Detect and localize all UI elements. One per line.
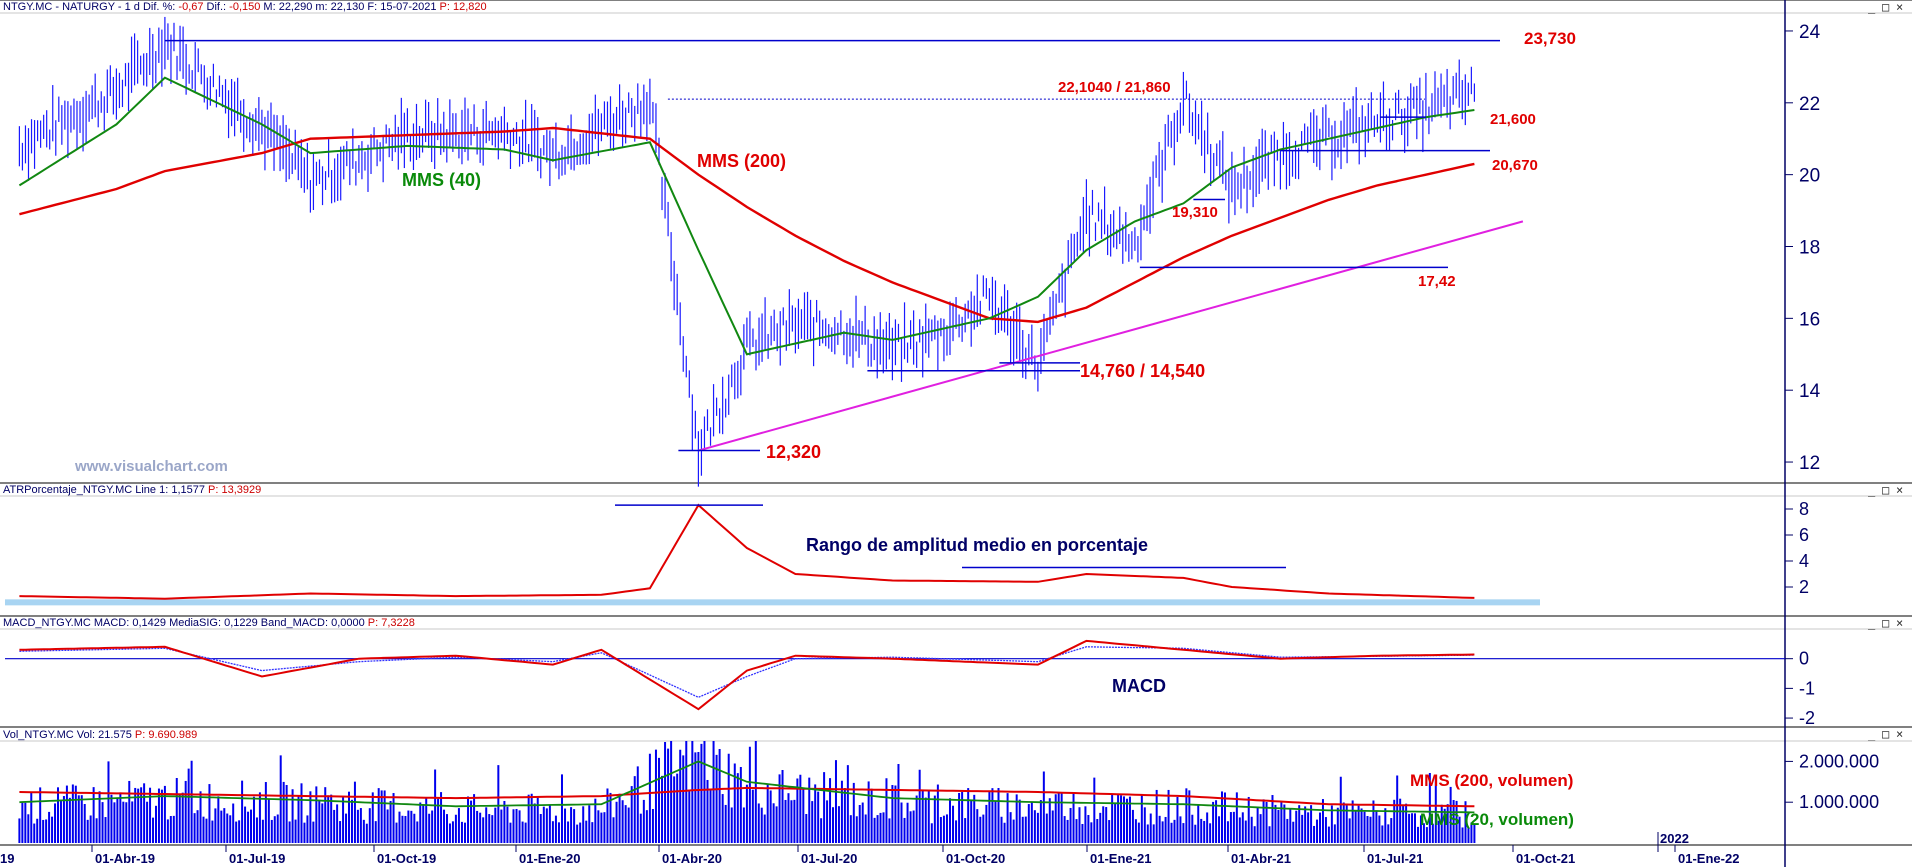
atr-y-tick-label: 6 [1799,525,1809,545]
header-field: P: 13,3929 [208,484,261,496]
macd-panel-header: MACD_NTGY.MC MACD: 0,1429 MediaSIG: 0,12… [3,617,415,629]
label-22104: 22,1040 / 21,860 [1058,79,1171,96]
label-19310: 19,310 [1172,204,1218,221]
price-y-tick-label: 22 [1799,94,1820,115]
header-field: 12,820 [450,1,487,13]
volume-bars [18,741,1476,843]
x-tick-label: 01-Oct-20 [946,851,1005,866]
price-y-tick-label: 20 [1799,166,1820,187]
close-button[interactable]: × [1896,483,1903,497]
header-field: -0,150 [226,1,263,13]
macd-title: MACD [1112,676,1166,696]
label-12320: 12,320 [766,442,821,462]
macd-y-tick-label: 0 [1799,649,1809,669]
x-tick-label: 01-Jul-20 [801,851,857,866]
x-tick-label: 01-Oct-21 [1516,851,1575,866]
price-y-tick-label: 24 [1799,22,1821,43]
volume-mms20-line [19,760,1475,814]
atr-y-tick-label: 4 [1799,551,1809,571]
close-button[interactable]: × [1896,727,1903,741]
macd-y-tick-label: -2 [1799,708,1815,728]
x-tick-label: 01-Oct-19 [377,851,436,866]
x-tick-label: 01-Jul-21 [1367,851,1423,866]
mms200-label: MMS (200) [697,151,786,171]
price-y-tick-label: 14 [1799,381,1821,402]
maximize-button[interactable]: □ [1882,616,1889,630]
macd-line [19,639,1475,711]
atr-panel-header: ATRPorcentaje_NTGY.MC Line 1: 1,1577 P: … [3,484,261,496]
macd-y-tick-label: -1 [1799,678,1815,698]
volume-y-tick-label: 1.000.000 [1799,792,1879,812]
minimize-button[interactable]: _ [1868,0,1876,14]
header-field: P: 7,3228 [368,617,415,629]
atr-y-tick-label: 8 [1799,499,1809,519]
volume-mms20-label: MMS (20, volumen) [1420,810,1574,829]
x-tick-label: 01-Abr-19 [95,851,155,866]
watermark: www.visualchart.com [74,458,228,475]
mms40-line [18,76,1475,356]
macd-signal-line [19,646,1475,699]
maximize-button[interactable]: □ [1882,483,1889,497]
minimize-button[interactable]: _ [1868,616,1876,630]
minimize-button[interactable]: _ [1868,483,1876,497]
header-field: P: 9.690.989 [135,729,197,741]
minimize-button[interactable]: _ [1868,727,1876,741]
volume-mms200-line [19,786,1475,808]
atr-y-tick-label: 2 [1799,577,1809,597]
header-field: M: 22,290 m: 22,130 F: 15-07-2021 [263,1,439,13]
mms200-line [19,126,1475,324]
x-tick-label: 01-Jul-19 [229,851,285,866]
volume-panel-header: Vol_NTGY.MC Vol: 21.575 P: 9.690.989 [3,729,197,741]
atr-line [19,503,1475,600]
price-panel-header: NTGY.MC - NATURGY - 1 d Dif. %: -0,67 Di… [3,1,487,13]
volume-y-tick-label: 2.000.000 [1799,751,1879,771]
label-20670: 20,670 [1492,157,1538,174]
x-tick-label: 01-Ene-22 [1678,851,1739,866]
x-tick-label: 01-Abr-20 [662,851,722,866]
header-field: MACD_NTGY.MC MACD: 0,1429 MediaSIG: 0,12… [3,617,368,629]
price-y-tick-label: 18 [1799,238,1820,259]
price-y-tick-label: 12 [1799,453,1820,474]
x-tick-label: 19 [0,851,14,866]
atr-title: Rango de amplitud medio en porcentaje [806,535,1148,555]
header-field: Vol_NTGY.MC Vol: 21.575 [3,729,135,741]
header-field: NTGY.MC - NATURGY - 1 d Dif. %: [3,1,175,13]
maximize-button[interactable]: □ [1882,727,1889,741]
atr-threshold-band [5,599,1540,606]
label-21600: 21,600 [1490,111,1536,128]
header-field: -0,67 [175,1,206,13]
header-field: Dif.: [207,1,227,13]
header-field: P: [440,1,450,13]
close-button[interactable]: × [1896,616,1903,630]
x-tick-label: 01-Ene-21 [1090,851,1151,866]
price-y-tick-label: 16 [1799,309,1820,330]
label-14760: 14,760 / 14,540 [1080,361,1205,381]
x-tick-label: 01-Abr-21 [1231,851,1291,866]
close-button[interactable]: × [1896,0,1903,14]
maximize-button[interactable]: □ [1882,0,1889,14]
mms40-label: MMS (40) [402,170,481,190]
label-23730: 23,730 [1524,29,1576,48]
support-trendline [698,220,1524,452]
x-year-label: 2022 [1660,831,1689,846]
volume-mms200-label: MMS (200, volumen) [1410,771,1573,790]
x-tick-label: 01-Ene-20 [519,851,580,866]
label-1742: 17,42 [1418,273,1456,290]
header-field: ATRPorcentaje_NTGY.MC Line 1: 1,1577 [3,484,208,496]
